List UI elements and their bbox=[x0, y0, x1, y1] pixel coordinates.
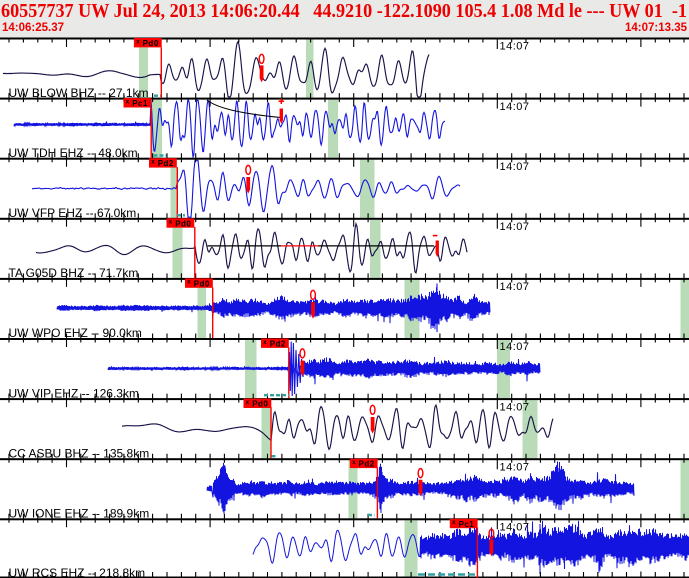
svg-text:UW WPO EHZ -- 90.0km: UW WPO EHZ -- 90.0km bbox=[9, 326, 142, 340]
svg-text:14:07: 14:07 bbox=[500, 161, 530, 173]
svg-text:Pc1: Pc1 bbox=[459, 520, 475, 529]
svg-text:x: x bbox=[169, 220, 173, 226]
svg-text:UW VFP EHZ -- 67.0km: UW VFP EHZ -- 67.0km bbox=[9, 206, 137, 220]
svg-text:x: x bbox=[246, 400, 250, 406]
svg-text:x: x bbox=[187, 280, 191, 286]
svg-text:TA G05D BHZ -- 71.7km: TA G05D BHZ -- 71.7km bbox=[9, 266, 139, 280]
svg-text:x: x bbox=[126, 99, 130, 105]
svg-text:14:07: 14:07 bbox=[500, 461, 530, 473]
svg-text:Pd0: Pd0 bbox=[143, 39, 159, 48]
svg-text:14:07: 14:07 bbox=[500, 281, 530, 293]
svg-text:Pd2: Pd2 bbox=[158, 159, 174, 168]
svg-text:14:07: 14:07 bbox=[500, 522, 530, 534]
svg-text:x: x bbox=[263, 340, 267, 346]
svg-text:UW IONE EHZ -- 189.9km: UW IONE EHZ -- 189.9km bbox=[9, 507, 150, 521]
svg-text:Pd2: Pd2 bbox=[270, 340, 286, 349]
svg-text:14:07: 14:07 bbox=[500, 101, 530, 113]
svg-text:Pd2: Pd2 bbox=[359, 460, 375, 469]
svg-text:x: x bbox=[452, 520, 456, 526]
svg-text:Pc1: Pc1 bbox=[132, 99, 148, 108]
svg-text:14:07: 14:07 bbox=[500, 221, 530, 233]
svg-text:UW RCS EHZ -- 218.8km: UW RCS EHZ -- 218.8km bbox=[9, 566, 146, 578]
svg-text:Pd0: Pd0 bbox=[194, 279, 210, 288]
svg-text:14:07: 14:07 bbox=[500, 41, 530, 53]
svg-text:x: x bbox=[136, 39, 140, 45]
svg-text:UW BLOW BHZ -- 27.1km: UW BLOW BHZ -- 27.1km bbox=[9, 86, 149, 100]
svg-text:UW TDH EHZ -- 48.0km: UW TDH EHZ -- 48.0km bbox=[9, 146, 138, 160]
svg-text:x: x bbox=[352, 460, 356, 466]
svg-text:Pd0: Pd0 bbox=[175, 219, 191, 228]
svg-text:14:07: 14:07 bbox=[500, 341, 530, 353]
svg-text:14:07: 14:07 bbox=[500, 401, 530, 413]
svg-text:UW VIP EHZ -- 126.3km: UW VIP EHZ -- 126.3km bbox=[9, 386, 139, 400]
svg-text:CC ASBU BHZ -- 135.8km: CC ASBU BHZ -- 135.8km bbox=[9, 446, 150, 460]
svg-text:x: x bbox=[151, 160, 155, 166]
svg-text:Pd0: Pd0 bbox=[252, 400, 268, 409]
